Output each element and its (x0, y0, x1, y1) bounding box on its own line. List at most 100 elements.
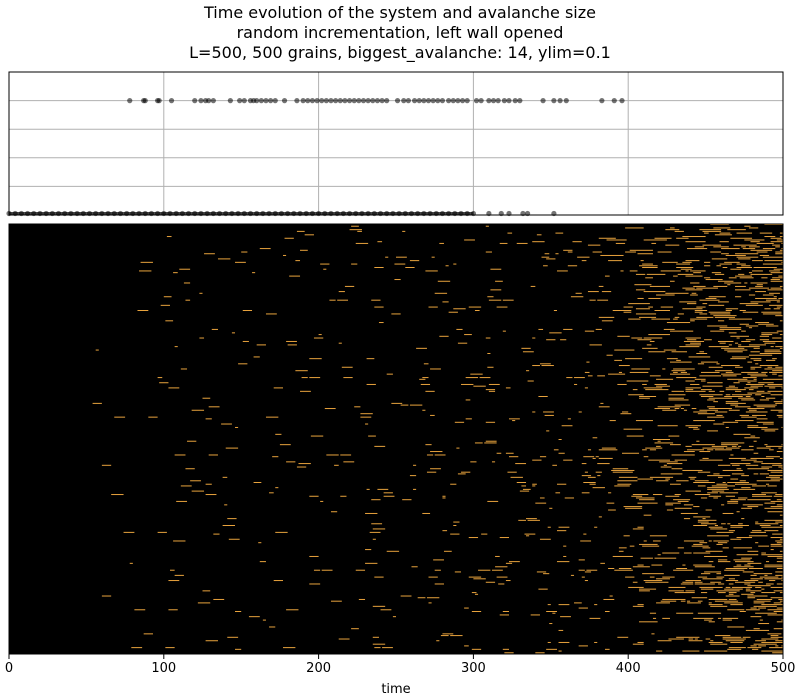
heatmap-active-streak (640, 557, 653, 559)
heatmap-active-streak (775, 251, 783, 253)
heatmap-active-streak (745, 590, 762, 592)
heatmap-active-streak (670, 280, 675, 282)
heatmap-active-streak (731, 356, 749, 358)
heatmap-active-streak (544, 414, 554, 416)
heatmap-active-streak (114, 416, 126, 418)
heatmap-active-streak (699, 586, 723, 588)
heatmap-active-streak (510, 476, 523, 478)
heatmap-active-streak (643, 514, 652, 516)
heatmap-active-streak (491, 569, 503, 571)
x-axis-label: time (381, 682, 410, 697)
heatmap-active-streak (750, 273, 773, 275)
scatter-point (430, 98, 436, 104)
heatmap-active-streak (707, 416, 725, 418)
heatmap-active-streak (526, 370, 530, 372)
heatmap-active-streak (717, 583, 725, 585)
heatmap-active-streak (224, 504, 228, 506)
heatmap-active-streak (762, 248, 776, 250)
heatmap-active-streak (755, 322, 770, 324)
heatmap-active-streak (676, 480, 689, 482)
heatmap-active-streak (716, 543, 723, 545)
heatmap-active-streak (728, 593, 734, 595)
heatmap-active-streak (717, 559, 728, 561)
heatmap-active-streak (639, 621, 658, 623)
heatmap-active-streak (660, 270, 681, 272)
heatmap-active-streak (694, 246, 705, 248)
heatmap-active-streak (587, 476, 596, 478)
heatmap-active-streak (744, 437, 760, 439)
heatmap-active-streak (558, 641, 570, 643)
heatmap-active-streak (190, 480, 201, 482)
scatter-point (495, 98, 501, 104)
heatmap-active-streak (611, 469, 635, 471)
heatmap-active-streak (762, 313, 782, 315)
heatmap-active-streak (225, 447, 239, 449)
heatmap-active-streak (756, 421, 774, 423)
heatmap-active-streak (724, 349, 748, 351)
heatmap-active-streak (765, 445, 783, 447)
heatmap-active-streak (762, 294, 774, 296)
heatmap-active-streak (584, 371, 590, 373)
heatmap-active-streak (231, 332, 236, 334)
heatmap-active-streak (570, 574, 575, 576)
heatmap-active-streak (756, 418, 768, 420)
heatmap-active-streak (724, 396, 743, 397)
heatmap-active-streak (708, 561, 714, 563)
heatmap-active-streak (608, 568, 615, 569)
heatmap-active-streak (708, 495, 722, 497)
heatmap-active-streak (597, 299, 609, 301)
heatmap-active-streak (744, 225, 751, 227)
heatmap-active-streak (279, 444, 291, 446)
heatmap-active-streak (635, 313, 657, 315)
heatmap-active-streak (721, 442, 745, 444)
heatmap-active-streak (499, 614, 510, 616)
heatmap-active-streak (736, 267, 753, 268)
heatmap-active-streak (187, 440, 197, 442)
heatmap-active-streak (581, 260, 587, 262)
heatmap-active-streak (583, 533, 587, 535)
heatmap-active-streak (750, 385, 763, 387)
heatmap-active-streak (665, 229, 680, 231)
heatmap-active-streak (543, 265, 548, 267)
heatmap-active-streak (505, 452, 514, 454)
heatmap-active-streak (728, 332, 737, 334)
heatmap-active-streak (707, 492, 718, 494)
heatmap-active-streak (680, 408, 684, 410)
heatmap-active-streak (668, 394, 686, 396)
heatmap-active-streak (694, 378, 706, 380)
heatmap-active-streak (781, 399, 783, 401)
heatmap-active-streak (485, 440, 497, 442)
heatmap-active-streak (778, 411, 783, 413)
heatmap-active-streak (704, 650, 728, 652)
heatmap-active-streak (662, 598, 686, 600)
heatmap-active-streak (625, 251, 636, 253)
heatmap-active-streak (495, 280, 503, 282)
heatmap-active-streak (273, 387, 283, 389)
heatmap-active-streak (721, 504, 725, 506)
heatmap-active-streak (488, 299, 502, 301)
heatmap-active-streak (372, 528, 386, 530)
heatmap-active-streak (767, 633, 782, 635)
heatmap-active-streak (722, 636, 742, 638)
heatmap-active-streak (262, 619, 266, 621)
heatmap-active-streak (411, 566, 418, 568)
heatmap-active-streak (779, 457, 783, 459)
heatmap-active-streak (598, 406, 610, 408)
heatmap-active-streak (781, 580, 783, 582)
heatmap-active-streak (753, 605, 777, 607)
heatmap-active-streak (657, 251, 672, 253)
heatmap-active-streak (139, 270, 152, 272)
heatmap-active-streak (165, 320, 174, 322)
heatmap-active-streak (727, 626, 745, 628)
heatmap-active-streak (693, 285, 706, 287)
heatmap-active-streak (773, 268, 783, 270)
heatmap-active-streak (662, 552, 680, 554)
heatmap-active-streak (750, 645, 757, 647)
heatmap-active-streak (589, 344, 602, 346)
heatmap-active-streak (769, 449, 774, 451)
scatter-point (446, 98, 452, 104)
heatmap-active-streak (697, 363, 705, 365)
heatmap-active-streak (735, 296, 742, 298)
heatmap-active-streak (208, 406, 220, 408)
heatmap-active-streak (764, 519, 783, 521)
